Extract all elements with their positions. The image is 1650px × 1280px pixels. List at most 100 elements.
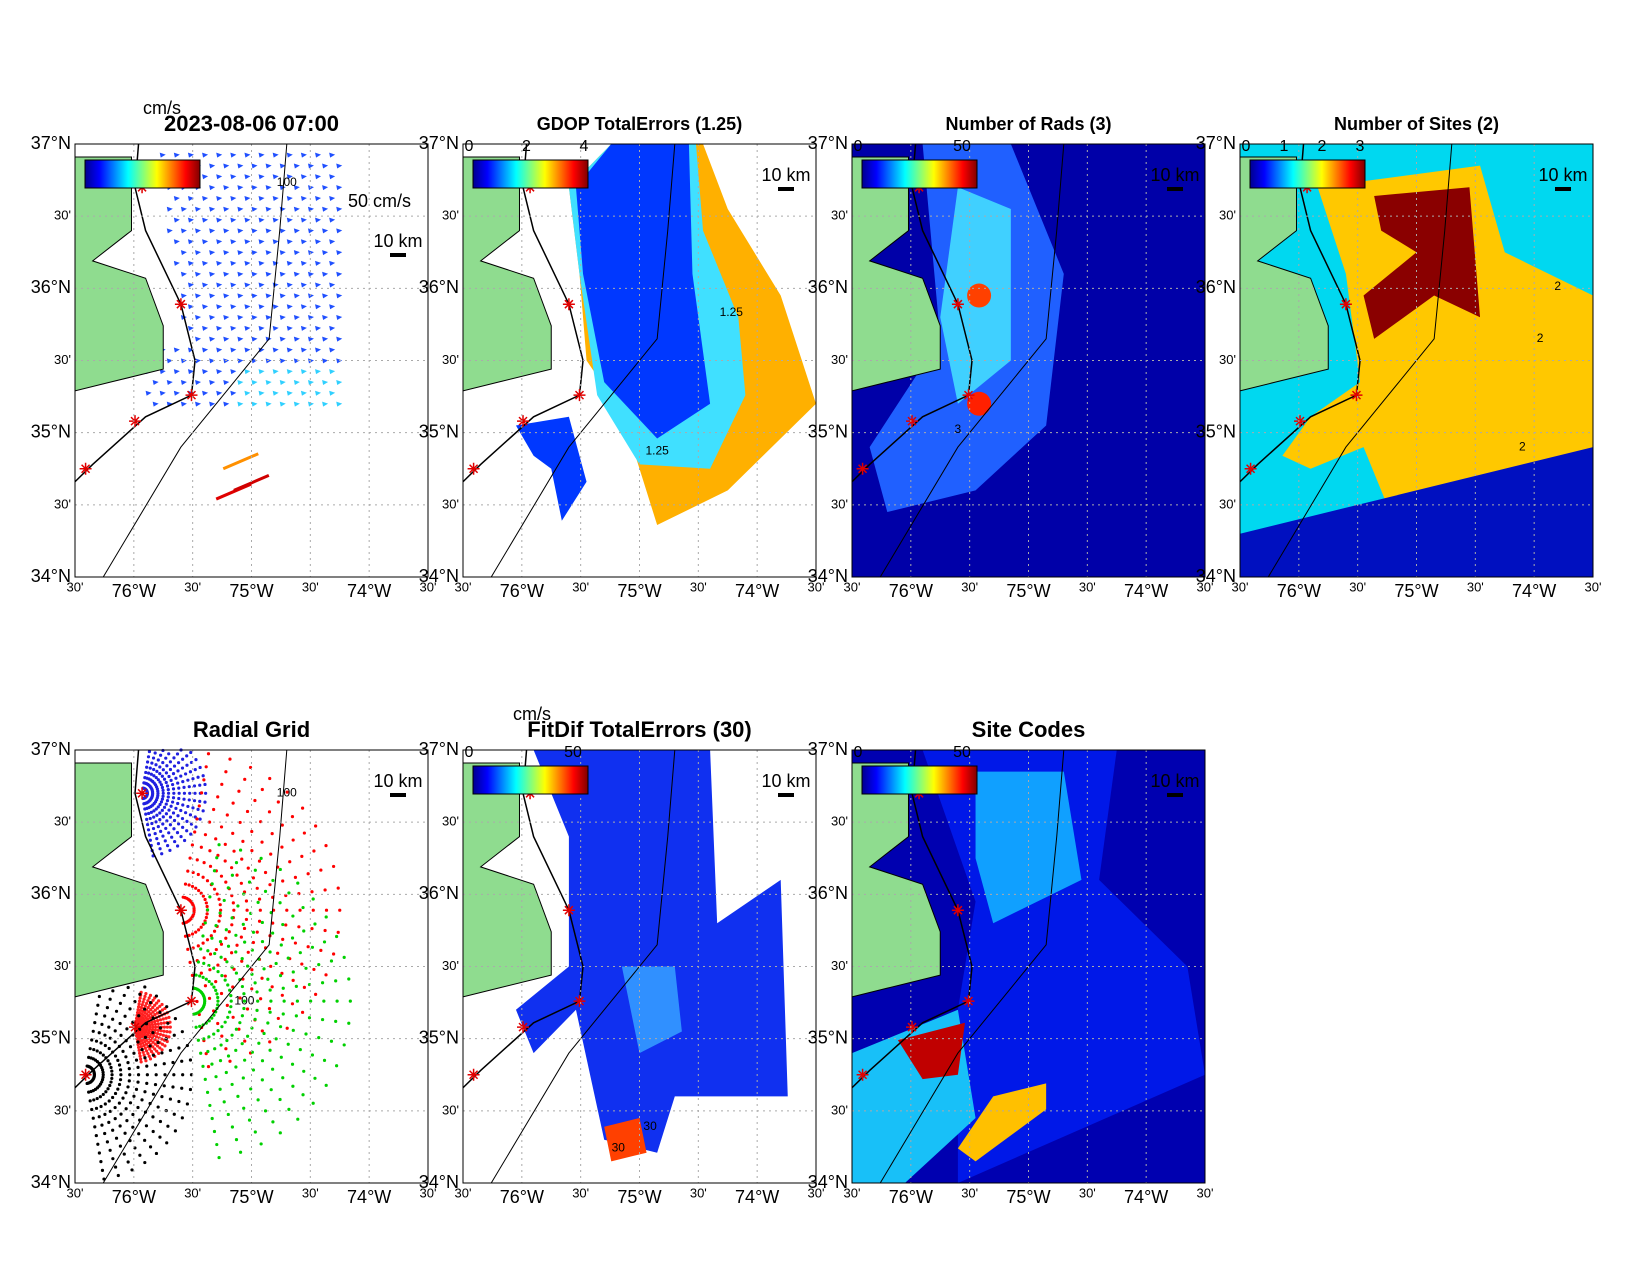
grid-point — [271, 878, 275, 883]
grid-point — [319, 868, 323, 872]
grid-point — [172, 1073, 176, 1077]
land — [1239, 156, 1329, 392]
current-vector — [244, 260, 251, 266]
current-vector — [230, 304, 237, 310]
current-vector — [209, 250, 216, 256]
current-vector — [322, 358, 329, 364]
grid-point — [149, 772, 153, 776]
grid-point — [184, 772, 188, 776]
lat-label: 30' — [54, 352, 71, 367]
current-vector — [293, 315, 300, 321]
current-vector — [173, 152, 180, 158]
grid-point — [276, 951, 280, 955]
grid-point — [298, 1047, 302, 1052]
grid-point — [260, 939, 265, 944]
current-vector — [251, 379, 258, 385]
grid-point — [107, 1046, 111, 1051]
grid-point — [268, 1048, 272, 1052]
grid-point — [234, 950, 238, 954]
grid-point — [151, 998, 155, 1002]
grid-point — [279, 1055, 283, 1059]
current-vector — [216, 347, 223, 353]
grid-point — [313, 1076, 317, 1080]
lon-label: 30' — [1079, 1185, 1096, 1200]
grid-point — [176, 801, 180, 806]
grid-point — [312, 967, 316, 972]
current-vector — [251, 250, 258, 256]
grid-point — [258, 908, 262, 912]
field-low — [515, 416, 587, 521]
grid-point — [210, 1116, 214, 1121]
grid-point — [162, 1029, 166, 1033]
current-vector — [230, 152, 237, 158]
grid-point — [144, 1059, 148, 1063]
grid-point — [155, 1001, 159, 1005]
current-vector — [336, 271, 343, 277]
grid-point — [118, 1124, 122, 1128]
grid-point — [219, 991, 224, 996]
lon-label: 76°W — [112, 581, 156, 601]
field-three — [1363, 187, 1481, 339]
scale-bar-label: 10 km — [1150, 165, 1199, 185]
grid-point — [188, 770, 193, 774]
current-vector — [272, 174, 279, 180]
colorbar-unit: cm/s — [143, 98, 181, 118]
grid-point — [160, 1042, 165, 1046]
grid-point — [146, 1051, 150, 1056]
current-vector — [322, 185, 329, 191]
grid-point — [235, 943, 239, 947]
grid-point — [172, 791, 176, 795]
grid-point — [154, 763, 158, 767]
grid-point — [148, 993, 153, 997]
grid-point — [143, 985, 147, 989]
field-mid — [621, 966, 682, 1054]
current-vector — [216, 260, 223, 266]
grid-point — [215, 892, 219, 896]
grid-point — [113, 1105, 117, 1110]
grid-point — [160, 774, 164, 778]
current-vector — [272, 347, 279, 353]
grid-point — [151, 1092, 156, 1096]
grid-point — [96, 1003, 100, 1007]
grid-point — [212, 1129, 217, 1134]
scale-bar-label: 10 km — [761, 165, 810, 185]
current-vector — [223, 185, 230, 191]
current-vector — [180, 379, 187, 385]
grid-point — [100, 1123, 104, 1127]
grid-point — [171, 787, 176, 791]
grid-point — [239, 881, 243, 885]
current-vector — [244, 282, 251, 288]
grid-point — [170, 835, 174, 839]
grid-point — [294, 984, 298, 989]
grid-point — [153, 1008, 157, 1012]
grid-point — [97, 1115, 101, 1119]
current-vector — [286, 152, 293, 158]
grid-point — [291, 978, 295, 982]
current-vector — [293, 379, 300, 385]
current-vector — [258, 217, 265, 223]
grid-point — [237, 1027, 241, 1031]
grid-point — [128, 1101, 133, 1105]
grid-point — [143, 1007, 147, 1011]
grid-point — [202, 956, 206, 960]
grid-point — [156, 842, 161, 846]
grid-point — [204, 901, 208, 905]
grid-point — [160, 808, 164, 812]
current-vector — [187, 217, 194, 223]
current-vector — [258, 239, 265, 245]
grid-point — [285, 1026, 289, 1030]
grid-point — [271, 921, 275, 925]
grid-point — [172, 1112, 176, 1116]
current-vector — [244, 304, 251, 310]
grid-point — [255, 990, 259, 994]
grid-point — [218, 903, 222, 907]
grid-point — [220, 782, 224, 786]
grid-point — [223, 1020, 227, 1024]
current-vector — [293, 206, 300, 212]
grid-point — [148, 816, 152, 821]
map-frame — [851, 749, 1206, 1184]
radar-site — [185, 389, 198, 402]
map-panel: 37°N30'36°N30'35°N30'34°N30' 76°W 30' 75°W 3… — [419, 114, 825, 601]
grid-point — [147, 1040, 151, 1045]
current-vector — [244, 174, 251, 180]
